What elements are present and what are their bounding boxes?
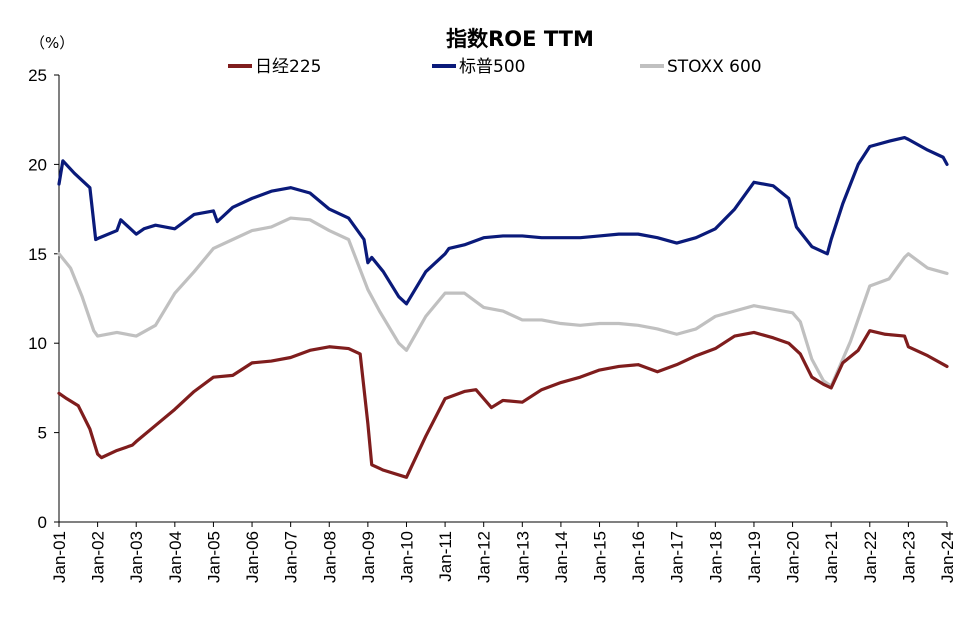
- x-tick-label: Jan-09: [359, 531, 378, 583]
- legend-label-sp500: 标普500: [459, 57, 525, 77]
- y-tick-label: 25: [28, 66, 47, 85]
- x-tick-label: Jan-22: [861, 531, 880, 583]
- x-tick-label: Jan-15: [591, 531, 610, 583]
- stoxx-600-line: [57, 216, 949, 388]
- x-tick-label: Jan-02: [89, 531, 108, 583]
- x-tick-label: Jan-04: [166, 531, 185, 583]
- y-tick-label: 5: [38, 424, 47, 443]
- x-tick-label: Jan-08: [320, 531, 339, 583]
- legend-label-stoxx600: STOXX 600: [667, 57, 762, 77]
- x-tick-label: Jan-10: [397, 531, 416, 583]
- x-tick-label: Jan-14: [552, 531, 571, 583]
- x-tick-label: Jan-16: [629, 531, 648, 583]
- x-tick-label: Jan-20: [784, 531, 803, 583]
- x-tick-label: Jan-24: [938, 531, 957, 583]
- x-tick-label: Jan-23: [899, 531, 918, 583]
- x-tick-label: Jan-21: [822, 531, 841, 583]
- y-axis-unit: （%）: [30, 34, 74, 52]
- legend-label-nikkei: 日经225: [255, 57, 321, 77]
- axes: 0 5 10 15 20 25 Jan-01 Jan-02 Jan-03 Jan-04 Jan-05…: [28, 66, 957, 583]
- x-tick-label: Jan-13: [513, 531, 532, 583]
- y-tick-label: 15: [28, 245, 47, 264]
- chart-title: 指数ROE TTM: [446, 27, 594, 51]
- y-tick-label: 0: [38, 513, 47, 532]
- x-tick-label: Jan-03: [127, 531, 146, 583]
- x-tick-label: Jan-19: [745, 531, 764, 583]
- x-tick-label: Jan-06: [243, 531, 262, 583]
- series-layer: [57, 135, 949, 479]
- y-tick-label: 10: [28, 334, 47, 353]
- sp500-line: [57, 135, 949, 306]
- x-tick-label: Jan-12: [475, 531, 494, 583]
- x-tick-label: Jan-17: [668, 531, 687, 583]
- x-tick-label: Jan-05: [204, 531, 223, 583]
- x-tick-label: Jan-01: [50, 531, 69, 583]
- x-tick-label: Jan-11: [436, 531, 455, 582]
- legend: 日经225 标普500 STOXX 600: [228, 57, 762, 77]
- x-tick-label: Jan-07: [282, 531, 301, 583]
- x-tick-label: Jan-18: [706, 531, 725, 583]
- nikkei-225-line: [57, 329, 949, 479]
- y-tick-label: 20: [28, 155, 47, 174]
